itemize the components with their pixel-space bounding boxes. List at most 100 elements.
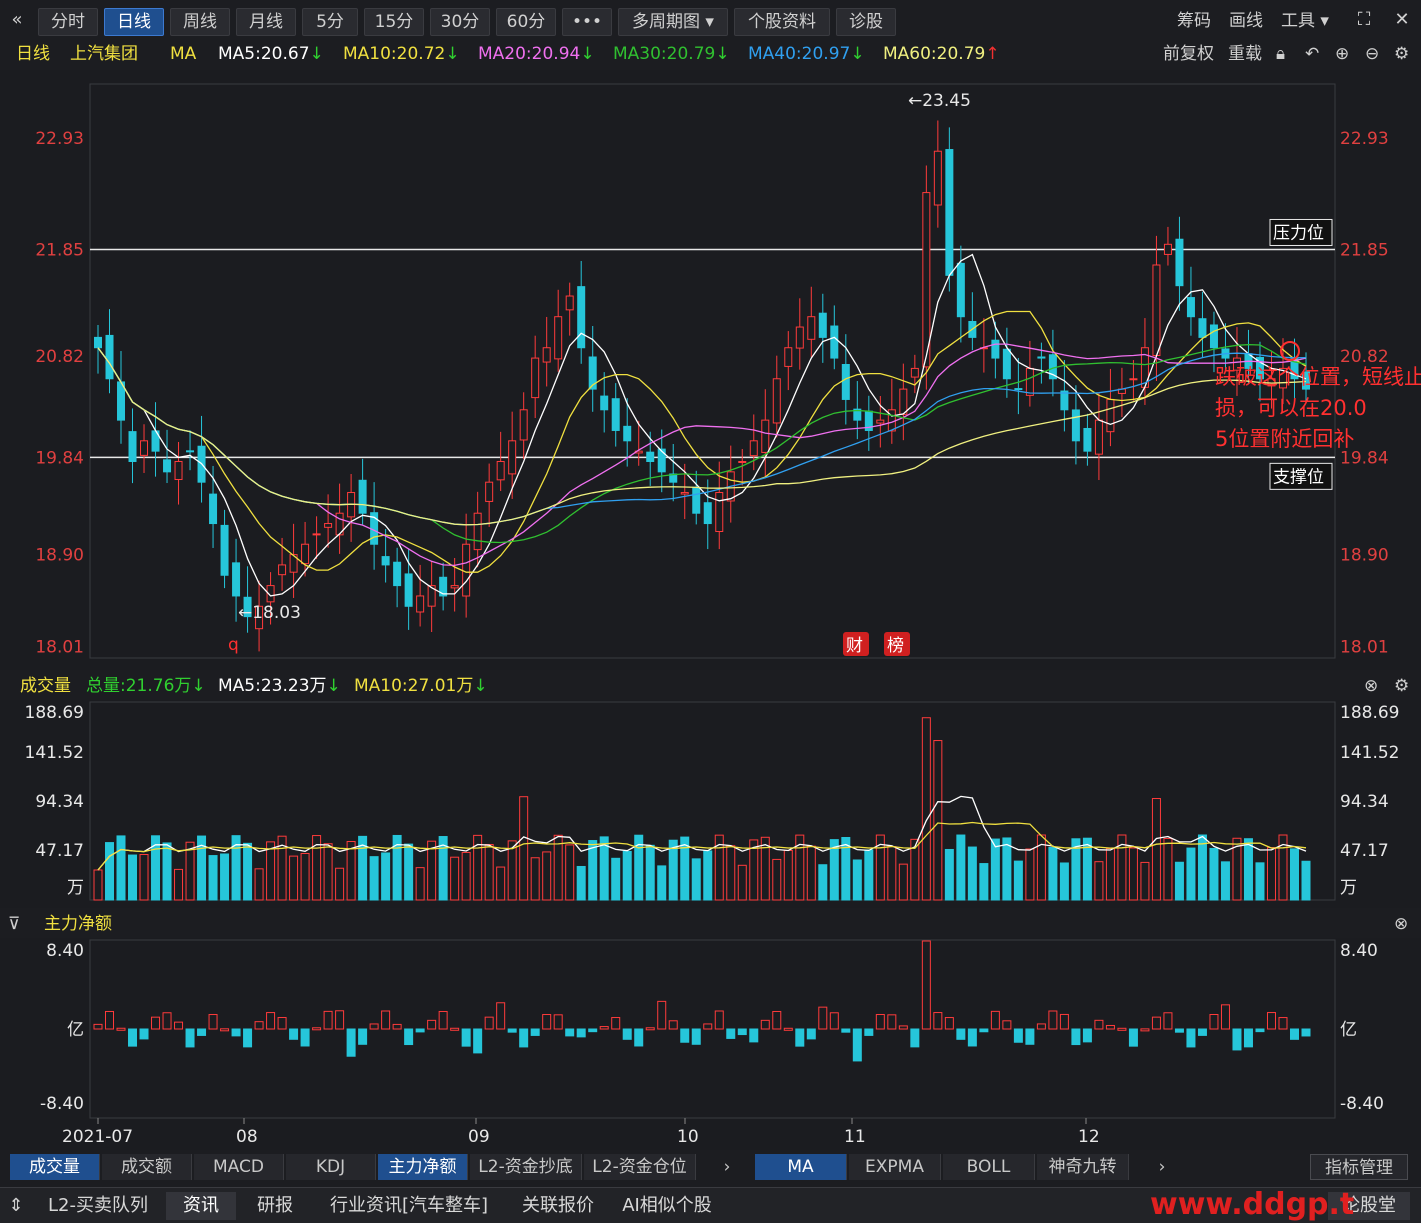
bottom-tab-0[interactable]: L2-买卖队列 (48, 1195, 148, 1216)
overlay-next-icon[interactable]: › (1158, 1157, 1166, 1177)
volume-bar (392, 834, 402, 901)
indicator-tab-6[interactable]: L2-资金仓位 (584, 1154, 696, 1180)
forum-button[interactable]: 论股堂 (1328, 1192, 1410, 1220)
flow-bar (795, 1028, 805, 1047)
indicator-tab-2[interactable]: MACD (194, 1154, 284, 1180)
toolbar-tab-2[interactable]: 周线 (170, 8, 230, 36)
toolbar-tab-8[interactable]: ••• (562, 8, 612, 36)
flow-bar (852, 1028, 862, 1062)
bottom-tab-4[interactable]: 关联报价 (522, 1195, 594, 1216)
flow-bar (438, 1010, 448, 1030)
toolbar-tab-7[interactable]: 60分 (496, 8, 556, 36)
x-tick-1: 08 (236, 1127, 258, 1147)
volume-bar (1266, 847, 1276, 901)
candle-body (807, 316, 816, 340)
indicator-tab-4[interactable]: 主力净额 (378, 1154, 468, 1180)
close-icon[interactable]: ✕ (1394, 9, 1410, 30)
toolbar-tab-3[interactable]: 月线 (236, 8, 296, 36)
volume-bar (1117, 834, 1127, 901)
undo-icon[interactable]: ↶ (1305, 44, 1320, 64)
flow-bar (645, 1027, 655, 1031)
volume-header: 成交量 总量:21.76万↓ MA5:23.23万↓ MA10:27.01万↓ … (0, 672, 1421, 700)
kline-chart[interactable]: 22.93 22.93 21.85 21.85 20.82 20.82 19.84 19.84… (0, 70, 1421, 670)
volume-bar (105, 842, 115, 901)
volume-bar (691, 858, 701, 901)
flow-bar (335, 1010, 345, 1030)
toolbar-tab-5[interactable]: 15分 (364, 8, 424, 36)
flow-bar (312, 1027, 322, 1031)
volume-bar (956, 834, 966, 901)
volume-bar (1059, 862, 1069, 901)
y-tick-left-1: 21.85 (35, 240, 84, 260)
candle-body (266, 585, 275, 603)
volume-bar (967, 846, 977, 901)
bottom-tabs-bar: ⇕ L2-买卖队列 资讯 研报 行业资讯[汽车整车] 关联报价 AI相似个股 论股堂 ww… (0, 1187, 1421, 1223)
flow-bar (703, 1023, 713, 1030)
candle-body (140, 440, 149, 456)
candle-body (657, 448, 666, 473)
settings-icon[interactable]: ⚙ (1394, 44, 1410, 64)
flow-bar (1186, 1028, 1196, 1048)
bottom-tab-2[interactable]: 研报 (257, 1195, 293, 1216)
volume-chart[interactable]: 188.69 188.69 141.52 141.52 94.34 94.34 47.17 4… (0, 700, 1421, 908)
bottom-tab-1[interactable]: 资讯 (166, 1192, 236, 1220)
reload-button[interactable]: 重载 (1228, 44, 1262, 64)
indicator-tab-1[interactable]: 成交额 (102, 1154, 192, 1180)
volume-bar (875, 834, 885, 901)
zoom-out-icon[interactable]: ⊖ (1365, 44, 1380, 64)
adjust-mode[interactable]: 前复权 (1163, 44, 1214, 64)
lock-icon[interactable]: 🔒︎ (1276, 44, 1286, 64)
period-label: 日线 (16, 44, 50, 64)
volume-bar (427, 840, 437, 901)
candle-body (289, 554, 298, 573)
volume-panel[interactable]: 188.69 188.69 141.52 141.52 94.34 94.34 47.17 4… (0, 700, 1421, 908)
double-chevron-left-icon[interactable]: « (11, 9, 23, 30)
main-flow-chart[interactable]: 8.40 8.40 亿 亿 -8.40 -8.40 2021-07 08 09 10 11 12 (0, 938, 1421, 1150)
tools-menu-button[interactable]: 工具 ▾ (1281, 11, 1329, 31)
candle-body (715, 492, 724, 532)
flow-bar (1094, 1019, 1104, 1030)
indicator-manage-button[interactable]: 指标管理 (1310, 1154, 1408, 1180)
volume-bar (404, 843, 414, 901)
toolbar-tab-4[interactable]: 5分 (302, 8, 358, 36)
zoom-in-icon[interactable]: ⊕ (1335, 44, 1350, 64)
overlay-tab-0[interactable]: MA (755, 1154, 847, 1180)
y-tick-right-0: 22.93 (1340, 129, 1389, 149)
indicator-tab-5[interactable]: L2-资金抄底 (470, 1154, 582, 1180)
overlay-tab-1[interactable]: EXPMA (849, 1154, 941, 1180)
toolbar-tab-1[interactable]: 日线 (104, 8, 164, 36)
close-flow-icon[interactable]: ⊗ (1394, 914, 1409, 934)
close-volume-icon[interactable]: ⊗ (1364, 676, 1379, 696)
toolbar-tab-10[interactable]: 个股资料 (734, 8, 830, 36)
indicator-next-icon[interactable]: › (723, 1157, 731, 1177)
overlay-tab-2[interactable]: BOLL (943, 1154, 1035, 1180)
flow-bar (829, 1012, 839, 1030)
overlay-tab-3[interactable]: 神奇九转 (1037, 1154, 1129, 1180)
chip-distribution-button[interactable]: 筹码 (1177, 11, 1211, 31)
kline-panel[interactable]: 22.93 22.93 21.85 21.85 20.82 20.82 19.84 19.84… (0, 70, 1421, 670)
toolbar-tab-9[interactable]: 多周期图 ▾ (618, 8, 728, 36)
draw-line-button[interactable]: 画线 (1229, 11, 1263, 31)
main-flow-panel[interactable]: 8.40 8.40 亿 亿 -8.40 -8.40 2021-07 08 09 10 11 12 (0, 938, 1421, 1150)
flow-bar (277, 1017, 287, 1030)
volume-bar (749, 839, 759, 901)
expand-up-icon[interactable]: ⇕ (8, 1195, 24, 1216)
bottom-tab-3[interactable]: 行业资讯[汽车整车] (329, 1195, 489, 1216)
toolbar-tab-11[interactable]: 诊股 (836, 8, 896, 36)
y-tick-left-0: 22.93 (35, 129, 84, 149)
volume-settings-icon[interactable]: ⚙ (1394, 676, 1410, 696)
volume-bar (208, 855, 218, 901)
fullscreen-icon[interactable]: ⛶ (1357, 9, 1371, 30)
indicator-tab-0[interactable]: 成交量 (10, 1154, 100, 1180)
flow-bar (1255, 1028, 1265, 1033)
collapse-icon[interactable]: ⊽ (8, 914, 21, 934)
bottom-tab-5[interactable]: AI相似个股 (622, 1195, 712, 1216)
high-annotation: ←23.45 (908, 91, 971, 111)
volume-bar (680, 836, 690, 901)
flow-tick-left-2: -8.40 (40, 1094, 84, 1114)
volume-bar (887, 846, 897, 901)
note-line-1: 损，可以在20.0 (1215, 396, 1367, 420)
indicator-tab-3[interactable]: KDJ (286, 1154, 376, 1180)
toolbar-tab-0[interactable]: 分时 (38, 8, 98, 36)
toolbar-tab-6[interactable]: 30分 (430, 8, 490, 36)
